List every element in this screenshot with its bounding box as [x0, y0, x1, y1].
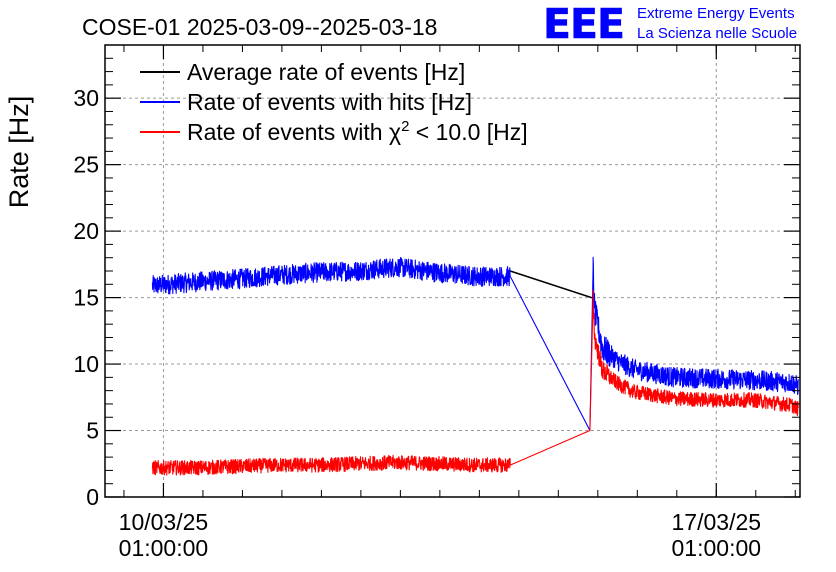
eee-logo-line1: Extreme Energy Events: [637, 5, 795, 22]
legend-label-suffix: < 10.0 [Hz]: [409, 119, 527, 145]
series-line-1: [151, 256, 799, 432]
legend-label-text: Rate of events with χ: [187, 119, 401, 145]
y-tick-label: 0: [86, 484, 99, 510]
y-tick-label: 30: [73, 85, 99, 111]
eee-logo-line2: La Scienza nelle Scuole: [637, 25, 797, 42]
x-tick-label-date: 17/03/25: [672, 509, 762, 535]
axes: 05101520253010/03/2501:00:0017/03/2501:0…: [73, 44, 800, 561]
legend-label-2: Rate of events with χ2 < 10.0 [Hz]: [187, 118, 528, 145]
legend-label-text: Rate of events with hits [Hz]: [187, 89, 472, 115]
series-line-2: [151, 289, 799, 476]
y-axis-label: Rate [Hz]: [4, 96, 34, 209]
chart-title: COSE-01 2025-03-09--2025-03-18: [82, 14, 437, 40]
legend: Average rate of events [Hz] Rate of event…: [140, 59, 528, 145]
legend-label-sup: 2: [401, 118, 409, 135]
y-tick-label: 5: [86, 418, 99, 444]
x-tick-label-time: 01:00:00: [119, 535, 209, 561]
eee-logo: EEE Extreme Energy Events La Scienza nel…: [543, 0, 797, 48]
series-layer: [151, 256, 799, 476]
y-tick-label: 15: [73, 285, 99, 311]
x-tick-label-date: 10/03/25: [119, 509, 209, 535]
legend-label-text: Average rate of events [Hz]: [187, 59, 465, 85]
x-tick-label-time: 01:00:00: [672, 535, 762, 561]
grid: [105, 45, 800, 497]
y-tick-label: 20: [73, 218, 99, 244]
series-line-0: [509, 270, 594, 299]
y-tick-label: 25: [73, 152, 99, 178]
legend-label-0: Average rate of events [Hz]: [187, 59, 465, 85]
eee-logo-mark: EEE: [543, 0, 624, 48]
legend-label-1: Rate of events with hits [Hz]: [187, 89, 472, 115]
y-tick-label: 10: [73, 351, 99, 377]
